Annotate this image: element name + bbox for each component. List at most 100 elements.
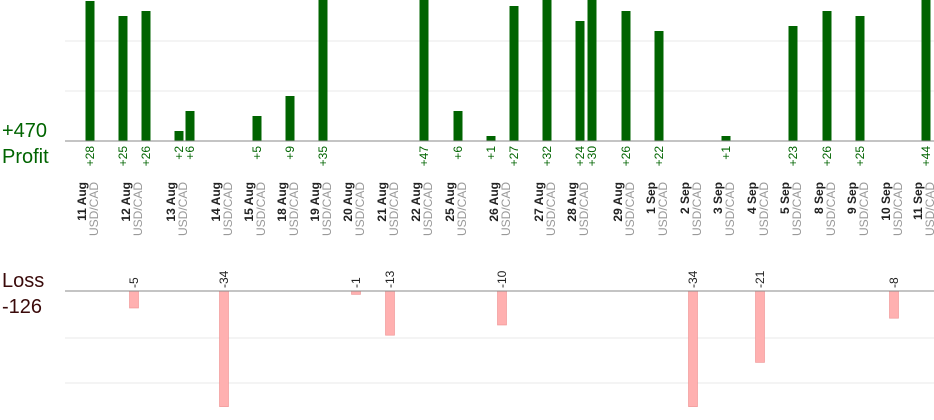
profit-total: +470 xyxy=(2,120,47,142)
profit-value-label: +26 xyxy=(139,146,153,167)
date-label: 8 Sep xyxy=(812,182,826,214)
loss-caption: Loss xyxy=(2,270,44,292)
profit-value-label: +35 xyxy=(316,146,330,167)
profit-bar xyxy=(921,0,931,141)
date-label: 12 Aug xyxy=(119,182,133,222)
pair-label: USD/CAD xyxy=(353,182,367,236)
profit-value-label: +26 xyxy=(820,146,834,167)
date-label: 27 Aug xyxy=(532,182,546,222)
pair-label: USD/CAD xyxy=(723,182,737,236)
pair-label: USD/CAD xyxy=(320,182,334,236)
date-label: 9 Sep xyxy=(845,182,859,214)
profit-bar xyxy=(141,11,151,141)
profit-value-label: +5 xyxy=(250,146,264,160)
date-label: 14 Aug xyxy=(209,182,223,222)
profit-bar xyxy=(285,96,295,141)
loss-bar xyxy=(688,290,698,407)
loss-bar xyxy=(219,290,229,407)
pair-label: USD/CAD xyxy=(176,182,190,236)
loss-value-label: -34 xyxy=(686,270,700,288)
pair-label: USD/CAD xyxy=(656,182,670,236)
date-label: 13 Aug xyxy=(164,182,178,222)
loss-value-label: -5 xyxy=(127,277,141,288)
profit-value-label: +1 xyxy=(719,146,733,160)
loss-total: -126 xyxy=(2,296,42,318)
loss-value-label: -1 xyxy=(349,277,363,288)
pair-label: USD/CAD xyxy=(387,182,401,236)
profit-bar xyxy=(174,131,184,141)
profit-value-label: +6 xyxy=(451,146,465,160)
profit-value-label: +23 xyxy=(786,146,800,167)
profit-bars xyxy=(85,0,931,141)
profit-bar xyxy=(318,0,328,141)
date-label: 3 Sep xyxy=(711,182,725,214)
profit-value-label: +28 xyxy=(83,146,97,167)
date-label: 11 Aug xyxy=(75,182,89,221)
loss-value-label: -8 xyxy=(887,277,901,288)
pair-label: USD/CAD xyxy=(757,182,771,236)
profit-bar xyxy=(419,0,429,141)
date-label: 5 Sep xyxy=(778,182,792,214)
profit-bar xyxy=(822,11,832,141)
pair-label: USD/CAD xyxy=(824,182,838,236)
pair-label: USD/CAD xyxy=(690,182,704,236)
profit-value-label: +25 xyxy=(116,146,130,167)
profit-bar xyxy=(118,16,128,141)
date-label: 10 Sep xyxy=(879,182,893,221)
loss-value-label: -13 xyxy=(383,270,397,288)
profit-bar xyxy=(185,111,195,141)
profit-bar xyxy=(252,116,262,141)
loss-bar xyxy=(351,290,361,295)
date-label: 19 Aug xyxy=(308,182,322,222)
date-label: 22 Aug xyxy=(409,182,423,222)
loss-bar xyxy=(385,290,395,336)
pair-label: USD/CAD xyxy=(254,182,268,236)
loss-bar xyxy=(889,290,899,319)
date-label: 25 Aug xyxy=(443,182,457,222)
profit-value-label: +32 xyxy=(540,146,554,167)
profit-value-label: +44 xyxy=(919,146,933,167)
profit-bar xyxy=(453,111,463,141)
profit-value-label: +24 xyxy=(573,146,587,167)
profit-value-label: +47 xyxy=(417,146,431,167)
loss-value-label: -10 xyxy=(495,270,509,288)
loss-value-label: -21 xyxy=(753,270,767,288)
profit-value-label: +9 xyxy=(283,146,297,160)
pair-label: USD/CAD xyxy=(891,182,905,236)
profit-bar xyxy=(654,31,664,141)
profit-value-label: +26 xyxy=(619,146,633,167)
pair-label: USD/CAD xyxy=(499,182,513,236)
pair-label: USD/CAD xyxy=(923,182,934,236)
date-label: 20 Aug xyxy=(341,182,355,222)
pair-label: USD/CAD xyxy=(577,182,591,236)
profit-bar xyxy=(486,136,496,141)
profit-bar xyxy=(85,1,95,141)
profit-bar xyxy=(721,136,731,141)
loss-bar xyxy=(129,290,139,309)
profit-value-label: +27 xyxy=(507,146,521,167)
date-label: 26 Aug xyxy=(487,182,501,222)
loss-bar xyxy=(755,290,765,363)
date-label: 18 Aug xyxy=(275,182,289,222)
pair-label: USD/CAD xyxy=(544,182,558,236)
profit-value-label: +1 xyxy=(484,146,498,160)
date-label: 29 Aug xyxy=(611,182,625,222)
pair-label: USD/CAD xyxy=(221,182,235,236)
pair-label: USD/CAD xyxy=(421,182,435,236)
profit-bar xyxy=(788,26,798,141)
date-label: 1 Sep xyxy=(644,182,658,214)
date-label: 21 Aug xyxy=(375,182,389,222)
loss-bars xyxy=(129,290,899,407)
profit-bar xyxy=(587,0,597,141)
pair-label: USD/CAD xyxy=(455,182,469,236)
profit-value-labels: +28 +25 +26 +2+6 +5 +9 +35 +47 +6 +1 +27 +32 +24+30 +… xyxy=(83,146,933,167)
baselines xyxy=(65,140,934,292)
profit-bar xyxy=(542,0,552,141)
date-label: 28 Aug xyxy=(565,182,579,222)
date-label: 15 Aug xyxy=(242,182,256,222)
profit-caption: Profit xyxy=(2,146,49,168)
profit-value-label: +25 xyxy=(853,146,867,167)
profit-bar xyxy=(509,6,519,141)
